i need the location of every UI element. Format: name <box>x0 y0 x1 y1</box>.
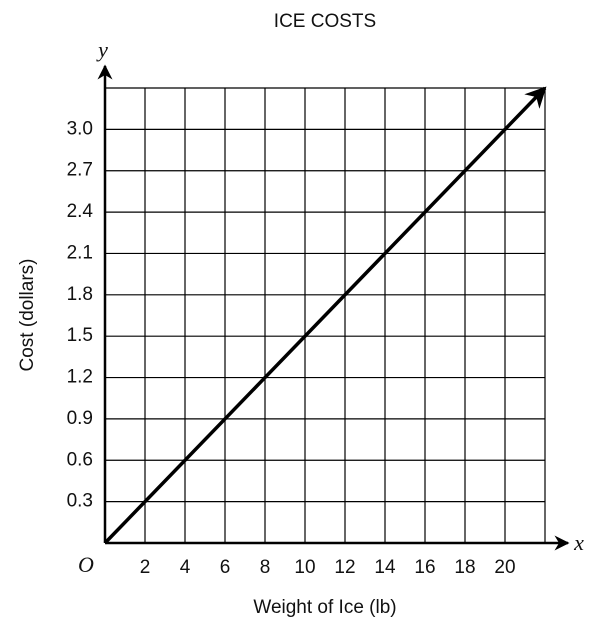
data-line <box>103 86 547 545</box>
x-tick-label: 6 <box>220 557 231 578</box>
y-tick-label: 2.7 <box>67 160 93 181</box>
y-tick-label: 1.8 <box>67 284 93 305</box>
chart-title: ICE COSTS <box>274 11 376 32</box>
x-tick-label: 10 <box>294 557 315 578</box>
y-tick-label: 2.1 <box>67 242 93 263</box>
x-tick-label: 20 <box>494 557 515 578</box>
y-tick-label: 0.9 <box>67 408 93 429</box>
x-tick-label: 18 <box>454 557 475 578</box>
x-tick-label: 8 <box>260 557 271 578</box>
x-tick-label: 14 <box>374 557 396 578</box>
x-axis-letter: x <box>573 530 584 555</box>
origin-label: O <box>78 552 94 577</box>
x-tick-label: 2 <box>140 557 151 578</box>
y-tick-label: 0.6 <box>67 449 93 470</box>
x-tick-label: 4 <box>180 557 191 578</box>
x-tick-label: 12 <box>334 557 355 578</box>
y-tick-label: 2.4 <box>67 201 94 222</box>
y-tick-label: 1.5 <box>67 325 93 346</box>
y-axis-letter: y <box>96 37 108 62</box>
y-tick-label: 3.0 <box>67 118 93 139</box>
y-tick-label: 1.2 <box>67 367 93 388</box>
y-tick-label: 0.3 <box>67 491 93 512</box>
x-axis-label: Weight of Ice (lb) <box>253 597 396 618</box>
y-axis-label: Cost (dollars) <box>17 259 38 372</box>
x-tick-label: 16 <box>414 557 435 578</box>
